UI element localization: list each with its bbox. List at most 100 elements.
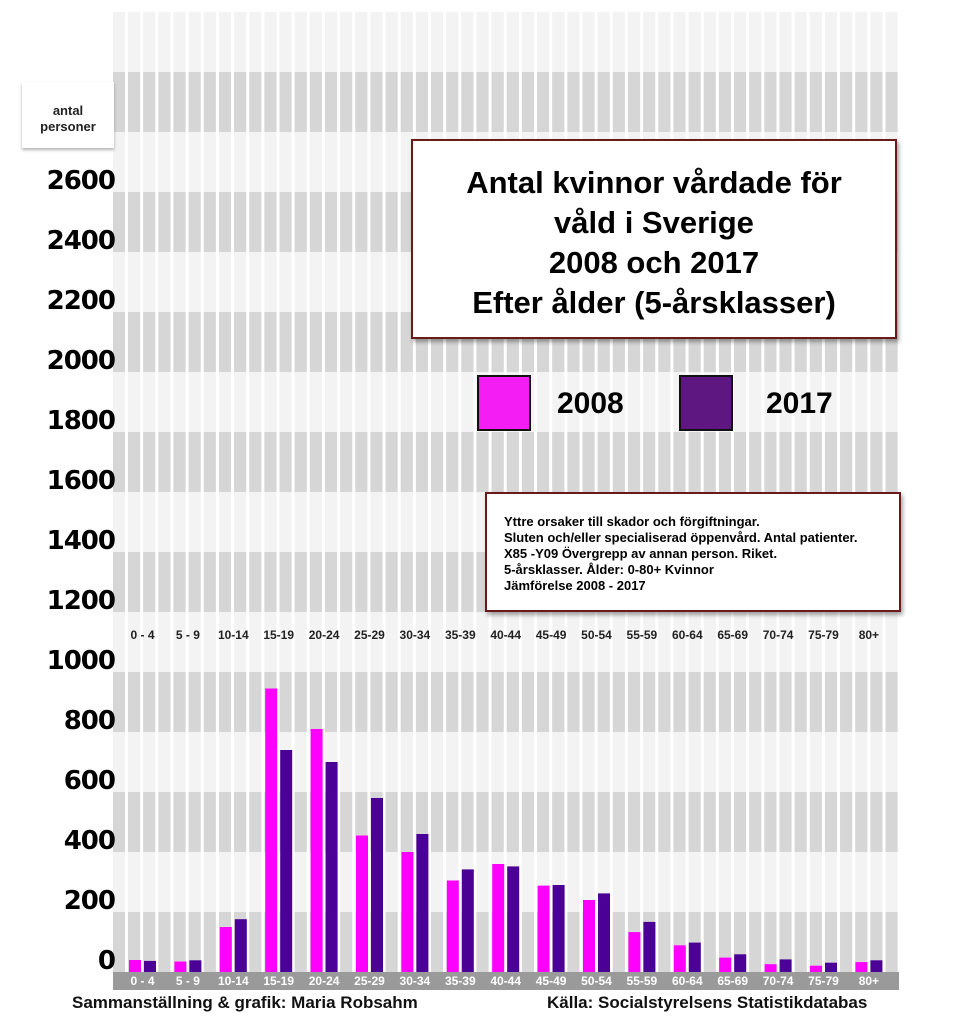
- x-tick-label: 5 - 9: [175, 974, 200, 988]
- title-line: våld i Sverige: [554, 205, 754, 240]
- y-tick-label: 400: [63, 826, 116, 856]
- x-tick-label-upper: 25-29: [354, 628, 385, 642]
- bar-2017-45-49: [552, 885, 565, 972]
- bar-2008-15-19: [265, 688, 278, 972]
- bar-2017-80+: [870, 960, 883, 972]
- title-line: Antal kvinnor vårdade för: [466, 165, 842, 200]
- grid-stripe: [231, 12, 235, 972]
- grid-stripe: [443, 12, 447, 972]
- grid-stripe: [125, 12, 128, 972]
- grid-stripe: [337, 12, 341, 972]
- x-tick-label: 20-24: [308, 974, 340, 988]
- grid-stripe: [397, 12, 401, 972]
- grid-stripe: [306, 12, 310, 972]
- legend-swatch-2017: [679, 375, 733, 431]
- y-axis-unit-label: antal personer: [22, 82, 114, 148]
- x-tick-label: 45-49: [535, 974, 567, 988]
- x-tick-label-upper: 40-44: [490, 628, 522, 642]
- grid-stripe: [352, 12, 356, 972]
- x-axis-bar: [113, 972, 899, 990]
- grid-stripe: [291, 12, 295, 972]
- bar-2017-65-69: [734, 954, 747, 972]
- data-description-box: Yttre orsaker till skador och förgiftnin…: [485, 492, 901, 612]
- bar-2008-55-59: [628, 932, 641, 972]
- bar-2017-20-24: [325, 762, 338, 972]
- y-tick-label: 200: [63, 886, 116, 916]
- bar-2017-55-59: [643, 921, 656, 972]
- credit-text: Sammanställning & grafik: Maria Robsahm: [72, 993, 418, 1012]
- x-tick-label: 70-74: [762, 974, 794, 988]
- legend-label-2008: 2008: [557, 387, 624, 420]
- bar-2008-65-69: [719, 957, 732, 972]
- x-tick-label-upper: 55-59: [626, 628, 658, 642]
- note-line: Sluten och/eller specialiserad öppenvård…: [504, 530, 858, 545]
- note-line: Jämförelse 2008 - 2017: [504, 578, 646, 593]
- grid-stripe: [428, 12, 431, 972]
- x-tick-label-upper: 20-24: [308, 628, 340, 642]
- bar-2008-60-64: [673, 945, 686, 972]
- y-tick-label: 2600: [46, 166, 116, 196]
- x-tick-label-upper: 70-74: [762, 628, 794, 642]
- bar-2008-35-39: [446, 880, 459, 972]
- bar-2017-25-29: [371, 798, 383, 972]
- y-axis-label-line: antal: [52, 103, 84, 118]
- bar-2008-20-24: [310, 729, 323, 972]
- grid-stripe: [215, 12, 219, 972]
- bar-2008-45-49: [537, 885, 550, 972]
- y-tick-label: 1000: [46, 646, 116, 676]
- title-line: 2008 och 2017: [548, 245, 760, 280]
- bar-2008-75-79: [810, 965, 822, 972]
- legend-label-2017: 2017: [766, 387, 833, 420]
- y-tick-label: 0: [97, 946, 116, 976]
- bar-2017-70-74: [779, 959, 792, 972]
- x-tick-label: 30-34: [399, 974, 431, 988]
- chart-title-box: Antal kvinnor vårdade för våld i Sverige…: [411, 139, 897, 339]
- title-line: Efter ålder (5-årsklasser): [472, 285, 836, 320]
- grid-stripe: [155, 12, 159, 972]
- x-tick-label-upper: 10-14: [217, 628, 249, 642]
- bar-2008-0-4: [129, 960, 141, 972]
- note-line: X85 -Y09 Övergrepp av annan person. Rike…: [504, 546, 778, 561]
- x-tick-label-upper: 80+: [858, 628, 880, 642]
- x-tick-label-upper: 50-54: [581, 628, 612, 642]
- y-axis-label-line: personer: [40, 119, 96, 134]
- bar-2017-15-19: [280, 750, 293, 972]
- grid-stripe: [473, 12, 477, 972]
- grid-stripe: [412, 12, 416, 972]
- x-tick-label: 65-69: [717, 974, 749, 988]
- note-line: 5-årsklasser. Ålder: 0-80+ Kvinnor: [504, 562, 714, 577]
- grid-stripe: [246, 12, 250, 972]
- bar-2017-75-79: [825, 962, 837, 972]
- x-tick-label: 50-54: [581, 974, 612, 988]
- x-tick-label: 40-44: [490, 974, 522, 988]
- y-tick-label: 1400: [46, 526, 116, 556]
- bar-2017-10-14: [234, 919, 247, 972]
- bar-2017-40-44: [507, 866, 520, 972]
- y-tick-label: 2200: [46, 286, 116, 316]
- x-tick-label-upper: 65-69: [717, 628, 749, 642]
- grid-stripe: [185, 12, 189, 972]
- y-tick-label: 1600: [46, 466, 116, 496]
- x-tick-label: 15-19: [263, 974, 295, 988]
- y-tick-label: 1800: [46, 406, 116, 436]
- x-tick-label: 0 - 4: [130, 974, 155, 988]
- bar-2008-5-9: [174, 961, 187, 972]
- x-tick-label-upper: 75-79: [808, 628, 839, 642]
- x-tick-label-upper: 15-19: [263, 628, 295, 642]
- bar-2017-30-34: [416, 834, 429, 972]
- x-tick-label: 80+: [858, 974, 880, 988]
- bar-2008-70-74: [764, 964, 777, 972]
- note-line: Yttre orsaker till skador och förgiftnin…: [504, 514, 760, 529]
- bar-2017-50-54: [598, 893, 610, 972]
- bar-2008-10-14: [219, 927, 232, 972]
- x-tick-label-upper: 45-49: [535, 628, 567, 642]
- x-tick-label-upper: 30-34: [399, 628, 431, 642]
- x-tick-label-upper: 0 - 4: [130, 628, 155, 642]
- grid-stripe: [321, 12, 325, 972]
- bar-2008-40-44: [492, 864, 505, 972]
- grid-stripe: [261, 12, 265, 972]
- grid-stripe: [140, 12, 144, 972]
- x-tick-label: 25-29: [354, 974, 385, 988]
- grid-stripe: [200, 12, 204, 972]
- bar-2008-25-29: [356, 835, 368, 972]
